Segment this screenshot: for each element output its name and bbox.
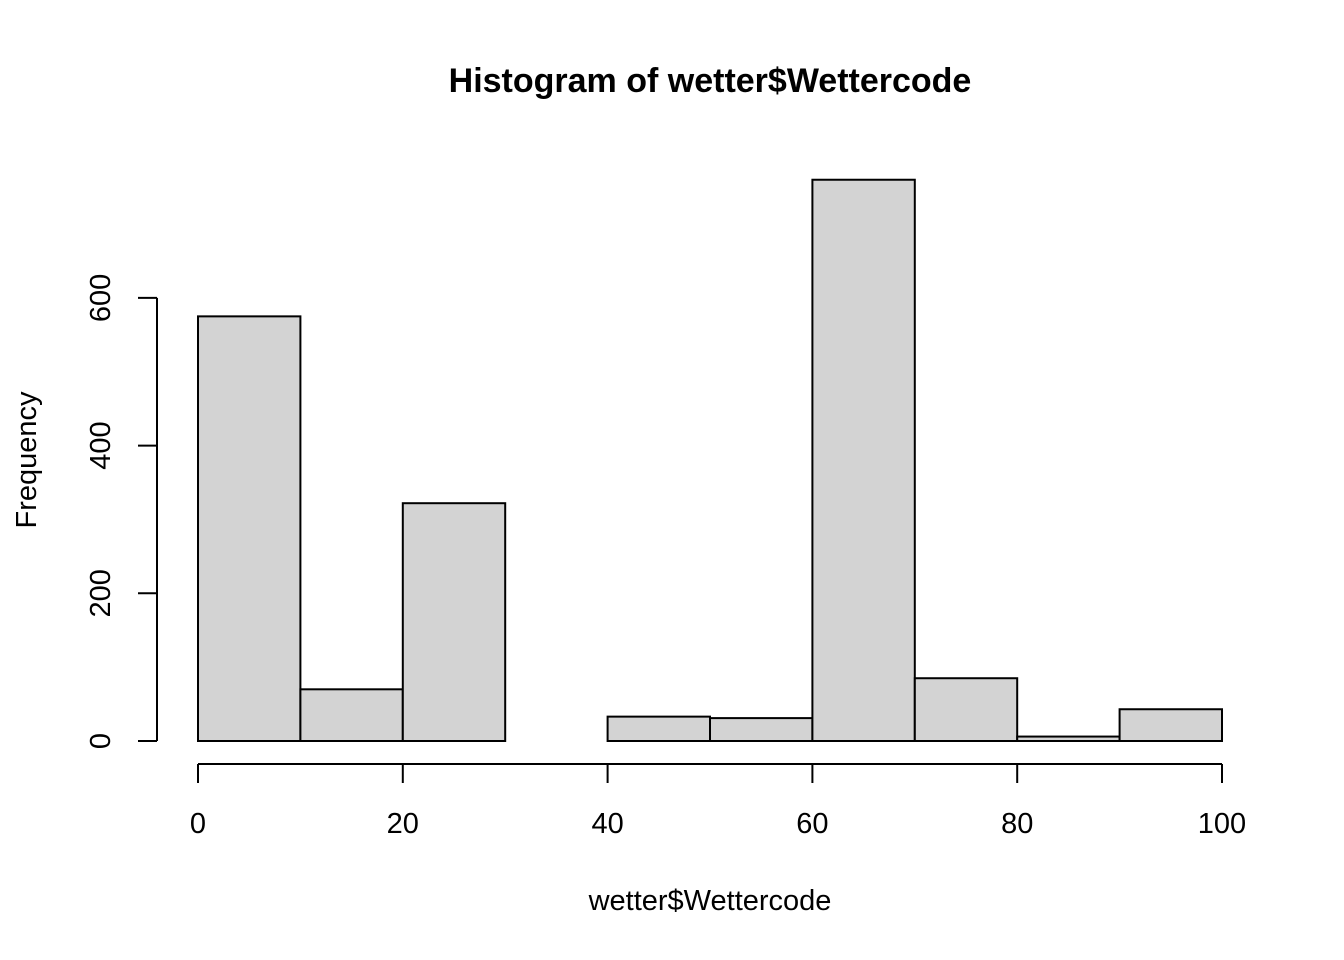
histogram-bar-7: [913, 677, 1019, 742]
histogram-bar-6: [811, 178, 916, 743]
histogram-bar-1: [299, 688, 404, 742]
x-tick-label-1: 20: [387, 808, 419, 840]
x-tick-label-3: 60: [796, 808, 828, 840]
histogram-bar-0: [197, 315, 302, 742]
x-tick-label-5: 100: [1198, 808, 1246, 840]
histogram-bar-5: [709, 717, 814, 743]
x-axis-label: wetter$Wettercode: [588, 885, 832, 917]
y-axis-label: Frequency: [11, 391, 43, 529]
y-tick-label-0: 0: [85, 733, 117, 749]
y-tick-label-2: 400: [85, 421, 117, 469]
x-axis: 0 20 40 60 80 100: [190, 763, 1246, 840]
x-tick-label-2: 40: [591, 808, 623, 840]
bars-group: [197, 178, 1223, 743]
x-tick-label-0: 0: [190, 808, 206, 840]
y-axis: 0 200 400 600: [85, 274, 158, 749]
histogram-bar-9: [1118, 708, 1223, 743]
chart-title: Histogram of wetter$Wettercode: [449, 62, 972, 100]
y-tick-label-1: 200: [85, 569, 117, 617]
histogram-bar-4: [606, 715, 711, 743]
x-tick-label-4: 80: [1001, 808, 1033, 840]
y-tick-label-3: 600: [85, 274, 117, 322]
histogram-bar-8: [1016, 735, 1121, 742]
histogram-bar-2: [401, 502, 507, 742]
